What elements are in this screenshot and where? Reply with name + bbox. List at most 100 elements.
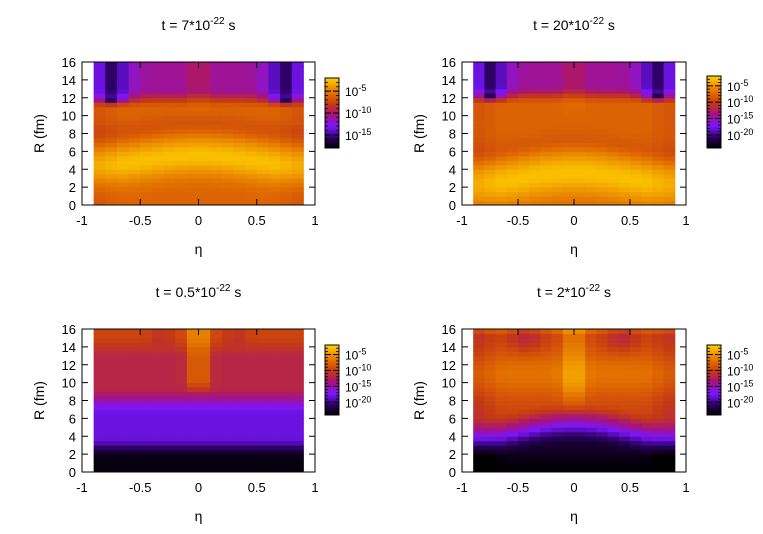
heatmap-cell: [630, 329, 642, 334]
heatmap-cell: [585, 93, 597, 99]
title-base: t = 2*10: [537, 284, 586, 300]
heatmap-cell: [268, 151, 281, 157]
heatmap-cell: [596, 142, 609, 148]
heatmap-cell: [140, 75, 153, 81]
heatmap-cell: [574, 413, 586, 419]
heatmap-cell: [551, 173, 564, 179]
heatmap-cell: [518, 151, 530, 157]
heatmap-cell: [630, 124, 642, 130]
heatmap-cell: [116, 369, 130, 375]
heatmap-cell: [518, 409, 530, 415]
heatmap-cell: [186, 378, 199, 384]
x-tick-label: 0: [195, 213, 202, 228]
heatmap-cell: [540, 164, 553, 170]
heatmap-cell: [280, 369, 293, 375]
heatmap-cell: [652, 436, 665, 442]
heatmap-cell: [245, 463, 258, 469]
heatmap-cell: [652, 413, 665, 419]
heatmap-cell: [151, 373, 165, 379]
heatmap-cell: [607, 396, 620, 401]
heatmap-cell: [495, 391, 508, 397]
heatmap-cell: [652, 62, 665, 67]
heatmap-cell: [506, 173, 519, 179]
heatmap-cell: [116, 75, 130, 81]
heatmap-cell: [641, 467, 653, 473]
heatmap-cell: [652, 160, 665, 166]
heatmap-cell: [596, 182, 609, 188]
heatmap-cell: [280, 378, 293, 384]
heatmap-cell: [186, 337, 199, 343]
heatmap-cell: [151, 342, 165, 348]
heatmap-cell: [484, 106, 497, 112]
heatmap-cell: [562, 129, 575, 134]
heatmap-cell: [585, 458, 597, 464]
heatmap-cell: [518, 164, 530, 170]
heatmap-cell: [607, 129, 620, 134]
heatmap-cell: [291, 360, 304, 366]
heatmap-cell: [128, 120, 141, 126]
heatmap-cell: [280, 418, 293, 424]
heatmap-cell: [484, 97, 497, 103]
heatmap-cell: [551, 155, 564, 161]
heatmap-cell: [551, 391, 564, 397]
heatmap-cell: [175, 387, 188, 393]
heatmap-cell: [175, 418, 188, 424]
heatmap-cell: [140, 200, 153, 206]
y-tick-label: 12: [62, 358, 76, 373]
heatmap-cell: [268, 360, 281, 366]
heatmap-cell: [518, 200, 530, 206]
heatmap-cell: [210, 364, 223, 370]
heatmap-cell: [116, 422, 130, 428]
heatmap-cell: [630, 191, 642, 197]
heatmap-cell: [291, 378, 304, 384]
heatmap-cell: [663, 454, 676, 460]
heatmap-cell: [128, 178, 141, 184]
heatmap-cell: [186, 400, 199, 406]
heatmap-cell: [529, 137, 541, 143]
heatmap-cell: [175, 120, 188, 126]
heatmap-cell: [151, 191, 165, 197]
heatmap-cell: [540, 142, 553, 148]
heatmap-cell: [105, 463, 118, 469]
colorbar-tick-exponent: -15: [740, 378, 753, 388]
heatmap-cell: [585, 129, 597, 134]
heatmap-cell: [175, 463, 188, 469]
heatmap-cell: [186, 79, 199, 85]
heatmap-cell: [151, 151, 165, 157]
heatmap-cell: [551, 449, 564, 455]
heatmap-cell: [116, 146, 130, 152]
heatmap-cell: [484, 111, 497, 117]
heatmap-cell: [233, 418, 246, 424]
heatmap-cell: [291, 182, 304, 188]
heatmap-cell: [268, 142, 281, 148]
heatmap-cell: [506, 387, 519, 393]
heatmap-cell: [245, 337, 258, 343]
heatmap-cell: [574, 458, 586, 464]
heatmap-cell: [473, 75, 485, 81]
heatmap-cell: [506, 129, 519, 134]
heatmap-cell: [116, 120, 130, 126]
heatmap-cell: [221, 75, 234, 81]
heatmap-cell: [484, 337, 497, 343]
heatmap-cell: [140, 66, 153, 72]
heatmap-cell: [280, 137, 293, 143]
heatmap-cell: [128, 463, 141, 469]
heatmap-cell: [233, 454, 246, 460]
y-tick-label: 16: [62, 55, 76, 70]
heatmap-cell: [268, 418, 281, 424]
heatmap-cell: [495, 342, 508, 348]
heatmap-cell: [163, 187, 176, 193]
heatmap-cell: [151, 364, 165, 370]
heatmap-cell: [256, 346, 269, 352]
heatmap-cell: [116, 387, 130, 393]
heatmap-cell: [116, 467, 130, 473]
heatmap-cell: [245, 400, 258, 406]
heatmap-cell: [574, 129, 586, 134]
heatmap-cell: [641, 329, 653, 334]
heatmap-cell: [151, 346, 165, 352]
heatmap-cell: [268, 164, 281, 170]
heatmap-cell: [540, 355, 553, 361]
title-exponent: -22: [210, 16, 225, 27]
heatmap-cell: [198, 182, 211, 188]
